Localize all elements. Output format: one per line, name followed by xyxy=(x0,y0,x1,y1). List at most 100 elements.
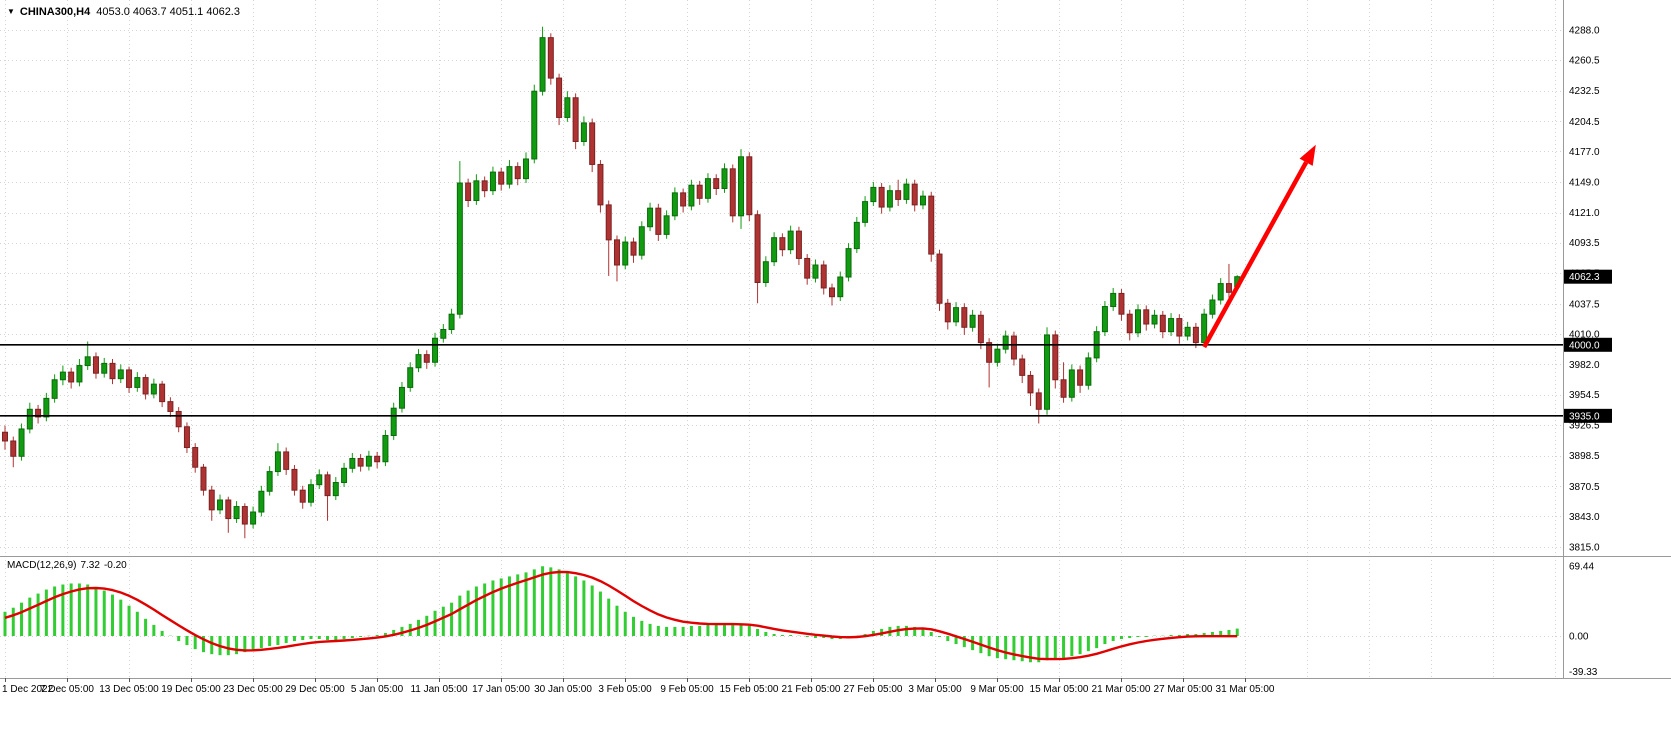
candle-up xyxy=(117,369,124,380)
candle-up xyxy=(994,348,1001,363)
candle-up xyxy=(853,221,860,250)
candle-down xyxy=(159,383,166,403)
candle-up xyxy=(150,383,157,395)
candle-up xyxy=(919,195,926,206)
symbol-dropdown-icon[interactable]: ▼ xyxy=(7,7,15,16)
trend-arrow[interactable] xyxy=(1202,144,1316,349)
time-tick-label: 5 Jan 05:00 xyxy=(351,684,404,695)
candle-up xyxy=(43,397,50,418)
candle-down xyxy=(928,195,935,255)
time-tick-label: 7 Dec 05:00 xyxy=(40,684,94,695)
time-tick-label: 1 Dec 2022 xyxy=(2,684,54,695)
pane-separators[interactable] xyxy=(0,0,1671,679)
candle-down xyxy=(192,447,199,468)
price-axis[interactable]: 4288.0 4260.5 4232.5 4204.5 4177.0 4149.0 4121… xyxy=(1569,26,1600,679)
candles xyxy=(2,26,1241,539)
time-tick-label: 31 Mar 05:00 xyxy=(1216,684,1275,695)
price-tick-label: 4037.5 xyxy=(1569,299,1600,310)
candle-up xyxy=(539,37,546,92)
current-price-tag: 4062.3 xyxy=(1564,269,1612,284)
svg-text:3935.0: 3935.0 xyxy=(1569,411,1600,422)
indicator-label: MACD(12,26,9) 7.32 -0.20 xyxy=(7,560,131,571)
candle-down xyxy=(68,371,75,383)
candle-up xyxy=(1209,299,1216,315)
grid-lines xyxy=(0,0,1563,678)
candle-up xyxy=(837,276,844,298)
candle-down xyxy=(1027,374,1034,394)
candle-down xyxy=(92,356,99,374)
candle-down xyxy=(829,287,835,298)
candle-up xyxy=(59,371,66,381)
candle-up xyxy=(531,90,538,160)
time-tick-label: 9 Mar 05:00 xyxy=(970,684,1024,695)
candle-up xyxy=(382,435,389,463)
candle-down xyxy=(1060,379,1067,398)
candle-up xyxy=(341,467,348,484)
candle-up xyxy=(845,248,852,278)
candle-up xyxy=(671,192,678,217)
candle-up xyxy=(456,182,463,315)
price-tick-label: 4232.5 xyxy=(1569,86,1600,97)
candle-down xyxy=(2,431,8,442)
macd-tick-label: 69.44 xyxy=(1569,561,1594,572)
time-tick-label: 15 Feb 05:00 xyxy=(720,684,779,695)
time-tick-label: 19 Dec 05:00 xyxy=(161,684,221,695)
candle-down xyxy=(1010,335,1017,360)
indicator-name: MACD(12,26,9) xyxy=(7,560,77,571)
candle-up xyxy=(1134,309,1141,334)
candle-down xyxy=(175,410,182,428)
candle-up xyxy=(489,171,496,192)
candle-down xyxy=(1159,314,1166,333)
candle-up xyxy=(18,428,25,457)
candle-up xyxy=(365,455,372,467)
candle-down xyxy=(696,184,703,199)
candle-down xyxy=(729,168,736,217)
indicator-signal-value: -0.20 xyxy=(103,560,127,571)
candle-up xyxy=(622,241,629,266)
candle-up xyxy=(580,122,587,142)
candle-down xyxy=(713,178,720,189)
symbol-period-label: CHINA300,H4 xyxy=(19,6,91,18)
candle-down xyxy=(613,239,620,266)
candle-up xyxy=(862,201,869,223)
candle-up xyxy=(953,307,960,323)
candle-down xyxy=(1143,309,1150,325)
price-tick-label: 4093.5 xyxy=(1569,238,1600,249)
candle-down xyxy=(1192,326,1199,344)
candle-down xyxy=(547,37,554,79)
candle-up xyxy=(738,156,745,217)
candle-up xyxy=(903,183,910,200)
price-tick-label: 3926.5 xyxy=(1569,421,1600,432)
candle-down xyxy=(514,166,521,180)
candle-down xyxy=(961,307,968,328)
candle-down xyxy=(820,264,827,289)
candle-up xyxy=(638,226,645,256)
candle-up xyxy=(1002,335,1009,350)
candle-up xyxy=(258,490,265,513)
candle-down xyxy=(605,204,612,241)
candle-down xyxy=(465,182,472,202)
candle-up xyxy=(564,97,571,118)
candle-up xyxy=(1217,283,1224,301)
candle-up xyxy=(787,230,794,251)
candle-up xyxy=(250,511,257,525)
candle-up xyxy=(274,451,281,473)
candle-down xyxy=(1019,358,1026,376)
time-tick-label: 15 Mar 05:00 xyxy=(1030,684,1089,695)
candle-up xyxy=(316,474,323,486)
candle-up xyxy=(432,337,439,363)
candle-down xyxy=(35,408,42,418)
candle-up xyxy=(721,168,728,189)
price-tick-label: 4121.0 xyxy=(1569,208,1600,219)
candle-up xyxy=(688,184,695,207)
candle-up xyxy=(398,386,405,409)
price-tick-label: 4177.0 xyxy=(1569,147,1600,158)
candle-up xyxy=(886,190,893,208)
price-tick-label: 4260.5 xyxy=(1569,56,1600,67)
candle-up xyxy=(407,367,414,388)
candle-down xyxy=(324,474,331,497)
